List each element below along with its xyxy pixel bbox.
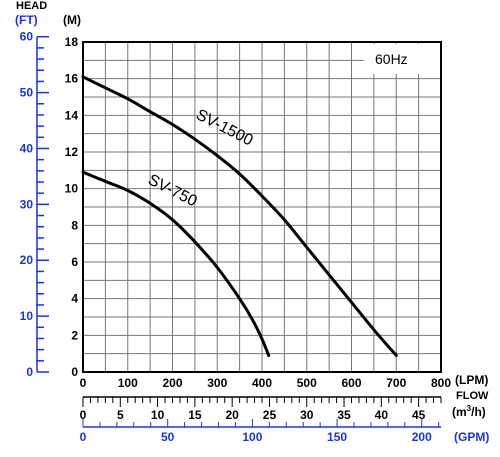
y-ft-tick-label: 50 <box>20 86 34 100</box>
y-ft-tick-label: 40 <box>20 141 34 155</box>
x-lpm-tick-label: 0 <box>80 376 87 390</box>
x-lpm-tick-label: 400 <box>252 376 272 390</box>
x-gpm-tick-label: 0 <box>80 430 87 444</box>
y-m-tick-label: 0 <box>71 365 78 379</box>
y-m-tick-label: 4 <box>71 292 78 306</box>
x-m3h-tick-label: 35 <box>337 408 351 422</box>
x-m3h-unit-base: (m <box>452 405 467 419</box>
x-m3h-tick-label: 45 <box>412 408 426 422</box>
flow-label: FLOW <box>456 390 489 402</box>
y-ft-tick-label: 20 <box>20 253 34 267</box>
series-line-sv-750 <box>81 170 271 357</box>
y-m-tick-label: 8 <box>71 218 78 232</box>
y-m-unit: (M) <box>63 13 81 27</box>
x-m3h-unit: (m3/h) <box>452 404 486 419</box>
y-m-tick-label: 14 <box>65 108 79 122</box>
x-gpm-tick-label: 100 <box>242 430 262 444</box>
x-lpm-tick-label: 100 <box>118 376 138 390</box>
x-lpm-tick-label: 200 <box>162 376 182 390</box>
head-label: HEAD <box>16 0 47 12</box>
x-gpm-tick-label: 150 <box>327 430 347 444</box>
x-lpm-tick-label: 800 <box>431 376 451 390</box>
y-m-tick-label: 16 <box>65 72 79 86</box>
x-lpm-tick-label: 500 <box>297 376 317 390</box>
curves <box>81 75 398 357</box>
x-m3h-tick-label: 5 <box>117 408 124 422</box>
y-ft-tick-label: 60 <box>20 30 34 44</box>
y-ft-tick-label: 0 <box>26 365 33 379</box>
x-m3h-tick-label: 30 <box>300 408 314 422</box>
y-ft-tick-label: 30 <box>20 197 34 211</box>
frequency-annotation: 60Hz <box>375 51 408 67</box>
y-m-tick-label: 18 <box>65 35 79 49</box>
x-gpm-unit: (GPM) <box>454 430 489 444</box>
x-lpm-tick-label: 700 <box>386 376 406 390</box>
y-m-tick-label: 6 <box>71 255 78 269</box>
series-line-sv-1500 <box>81 75 398 357</box>
x-m3h-unit-tail: /h) <box>471 405 486 419</box>
x-m3h-tick-label: 0 <box>80 408 87 422</box>
y-m-tick-label: 2 <box>71 328 78 342</box>
x-gpm-tick-label: 50 <box>161 430 175 444</box>
x-m3h-tick-label: 15 <box>188 408 202 422</box>
x-m3h-tick-label: 40 <box>375 408 389 422</box>
y-ft-unit: (FT) <box>15 13 38 27</box>
axes: SV-1500SV-750024681012141618010203040506… <box>20 30 452 444</box>
y-ft-tick-label: 10 <box>20 309 34 323</box>
plot-frame <box>82 41 442 373</box>
annotation-box <box>364 44 440 74</box>
plot-border <box>82 41 442 373</box>
x-lpm-unit: (LPM) <box>455 373 488 387</box>
x-m3h-tick-label: 20 <box>225 408 239 422</box>
x-gpm-tick-label: 200 <box>412 430 432 444</box>
x-m3h-unit-sup: 3 <box>467 404 472 413</box>
x-lpm-tick-label: 600 <box>341 376 361 390</box>
grid <box>83 42 441 372</box>
x-m3h-tick-label: 10 <box>151 408 165 422</box>
y-m-tick-label: 10 <box>65 182 79 196</box>
x-m3h-tick-label: 25 <box>263 408 277 422</box>
y-m-tick-label: 12 <box>65 145 79 159</box>
x-lpm-tick-label: 300 <box>207 376 227 390</box>
